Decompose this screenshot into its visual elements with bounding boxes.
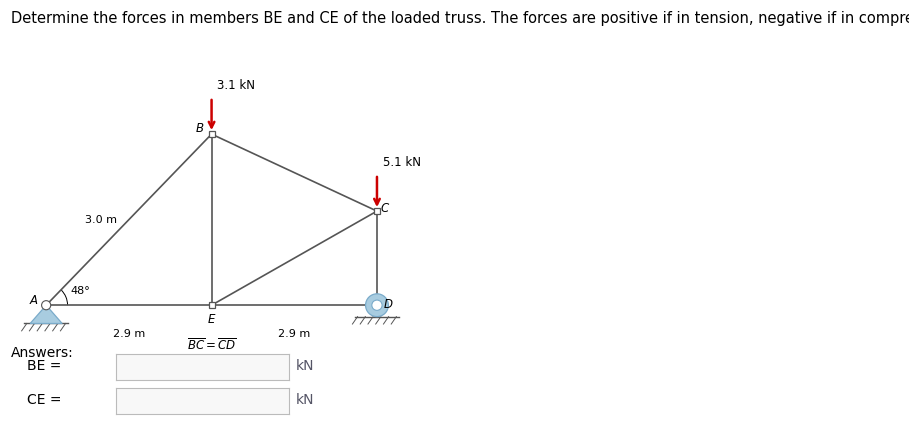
Text: kN: kN (295, 360, 314, 373)
Text: B: B (196, 122, 205, 135)
Circle shape (365, 294, 388, 317)
Circle shape (42, 300, 51, 310)
Text: Determine the forces in members BE and CE of the loaded truss. The forces are po: Determine the forces in members BE and C… (11, 11, 909, 26)
Text: i: i (104, 360, 108, 374)
Polygon shape (30, 305, 62, 323)
Text: i: i (104, 394, 108, 408)
Text: 48°: 48° (71, 286, 90, 296)
Text: D: D (384, 298, 393, 311)
Text: C: C (380, 202, 388, 215)
Text: Answers:: Answers: (11, 346, 74, 360)
Text: CE =: CE = (27, 394, 62, 407)
Text: 2.9 m: 2.9 m (113, 329, 145, 339)
Text: A: A (30, 294, 37, 307)
Text: BE =: BE = (27, 360, 62, 373)
Text: E: E (208, 313, 215, 326)
Text: kN: kN (295, 394, 314, 407)
Text: 3.0 m: 3.0 m (85, 215, 117, 225)
Text: $\overline{BC}=\overline{CD}$: $\overline{BC}=\overline{CD}$ (186, 337, 236, 353)
Text: 5.1 kN: 5.1 kN (383, 156, 421, 170)
Text: 3.1 kN: 3.1 kN (217, 79, 255, 93)
Text: 2.9 m: 2.9 m (278, 329, 310, 339)
Circle shape (372, 300, 382, 310)
